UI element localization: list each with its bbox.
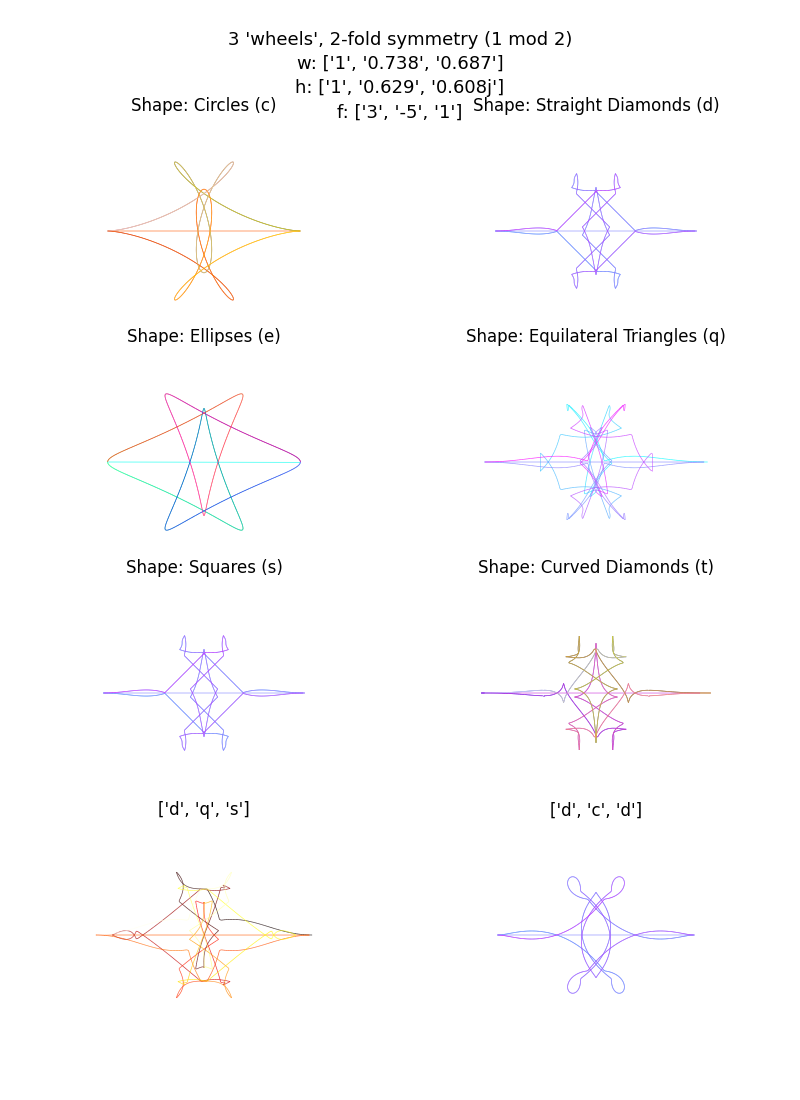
Title: Shape: Equilateral Triangles (q): Shape: Equilateral Triangles (q) <box>466 328 726 346</box>
Title: Shape: Curved Diamonds (t): Shape: Curved Diamonds (t) <box>478 559 714 578</box>
Text: 3 'wheels', 2-fold symmetry (1 mod 2): 3 'wheels', 2-fold symmetry (1 mod 2) <box>228 31 572 48</box>
Title: Shape: Straight Diamonds (d): Shape: Straight Diamonds (d) <box>473 97 719 116</box>
Title: Shape: Ellipses (e): Shape: Ellipses (e) <box>127 328 281 346</box>
Title: ['d', 'q', 's']: ['d', 'q', 's'] <box>158 801 250 820</box>
Title: Shape: Circles (c): Shape: Circles (c) <box>131 97 277 116</box>
Text: h: ['1', '0.629', '0.608j']: h: ['1', '0.629', '0.608j'] <box>295 79 505 97</box>
Text: w: ['1', '0.738', '0.687']: w: ['1', '0.738', '0.687'] <box>297 55 503 73</box>
Title: ['d', 'c', 'd']: ['d', 'c', 'd'] <box>550 801 642 820</box>
Title: Shape: Squares (s): Shape: Squares (s) <box>126 559 282 578</box>
Text: f: ['3', '-5', '1']: f: ['3', '-5', '1'] <box>338 103 462 121</box>
